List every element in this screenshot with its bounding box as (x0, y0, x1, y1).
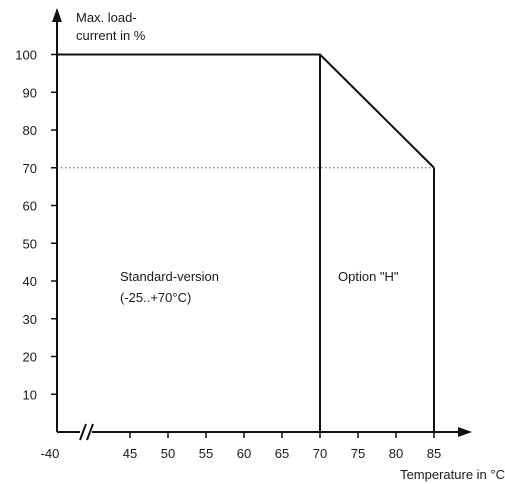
region-label-option-h: Option "H" (338, 269, 399, 284)
y-axis-label: current in % (76, 28, 146, 43)
x-tick-label: 45 (123, 446, 137, 461)
y-tick-label: 80 (23, 123, 37, 138)
y-ticks: 10 20 30 40 50 60 70 80 90 100 (15, 48, 57, 402)
x-tick-label: 55 (199, 446, 213, 461)
y-tick-label: 40 (23, 274, 37, 289)
region-label-standard: Standard-version (120, 269, 219, 284)
y-tick-label: 100 (15, 48, 37, 63)
series-line (57, 53, 435, 169)
y-tick-label: 60 (23, 199, 37, 214)
y-tick-label: 90 (23, 85, 37, 100)
region-label-standard-range: (-25..+70°C) (120, 290, 191, 305)
y-tick-label: 50 (23, 236, 37, 251)
x-tick-label: 50 (161, 446, 175, 461)
y-tick-label: 30 (23, 312, 37, 327)
axis-break-mark (79, 423, 87, 441)
x-tick-label: -40 (41, 446, 60, 461)
x-tick-label: 70 (313, 446, 327, 461)
x-ticks: -40 45 50 55 60 65 70 75 80 85 (41, 432, 441, 461)
y-tick-label: 10 (23, 387, 37, 402)
x-tick-label: 60 (237, 446, 251, 461)
y-tick-label: 20 (23, 350, 37, 365)
x-axis-label: Temperature in °C (400, 467, 505, 482)
x-tick-label: 75 (351, 446, 365, 461)
x-tick-label: 85 (427, 446, 441, 461)
axis-break-mark (86, 423, 94, 441)
x-tick-label: 80 (389, 446, 403, 461)
x-tick-label: 65 (275, 446, 289, 461)
y-axis-label: Max. load- (76, 10, 137, 25)
y-tick-label: 70 (23, 161, 37, 176)
